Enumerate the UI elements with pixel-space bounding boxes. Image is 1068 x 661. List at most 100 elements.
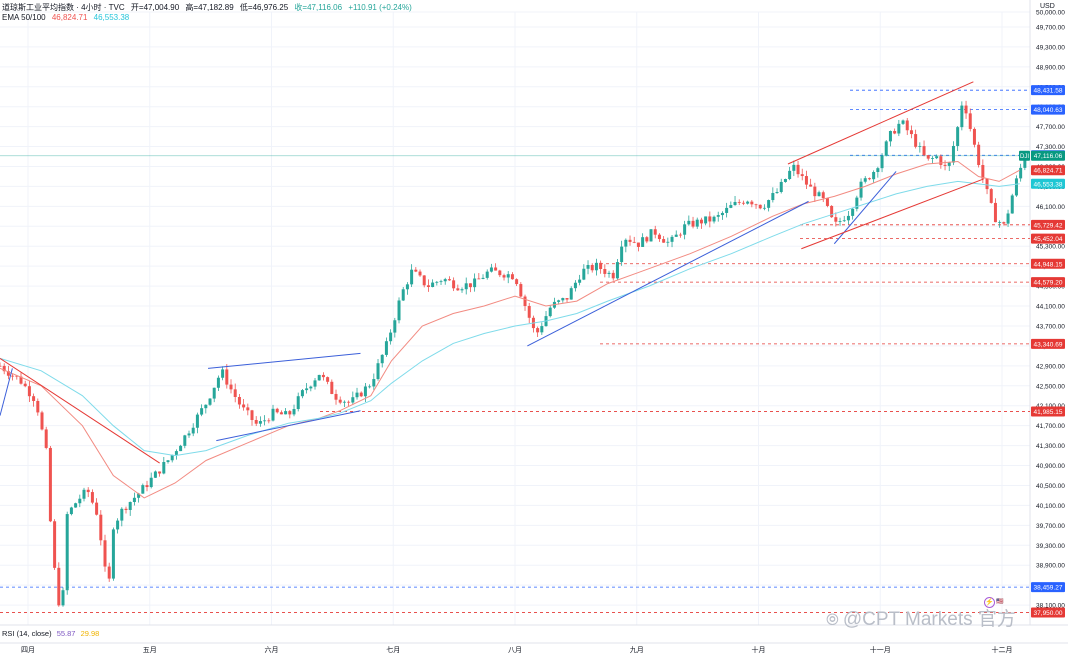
candle-body	[502, 275, 506, 278]
candle-body	[708, 216, 712, 222]
y-tick-label: 47,300.00	[1036, 144, 1065, 151]
trend-line	[216, 410, 361, 442]
trend-line	[0, 368, 13, 416]
candle-body	[368, 386, 372, 388]
candle-body	[615, 262, 619, 279]
candle-body	[216, 377, 220, 388]
candle-body	[594, 262, 598, 271]
candle-body	[237, 396, 241, 405]
price-label-box	[1031, 165, 1065, 176]
candle-body	[36, 400, 40, 413]
low-value: 低=46,976.25	[239, 3, 289, 12]
candle-body	[746, 201, 750, 204]
candle-body	[720, 212, 724, 216]
candle-body	[611, 272, 615, 279]
candle-body	[174, 451, 178, 455]
candle-body	[418, 271, 422, 276]
candle-body	[519, 284, 523, 297]
change-value: +110.91 (+0.24%)	[348, 3, 412, 12]
countdown-box	[1019, 150, 1030, 161]
candle-body	[624, 239, 628, 247]
high-value: 高=47,182.89	[185, 3, 234, 12]
price-label-box	[1031, 150, 1065, 161]
candle-body	[977, 144, 981, 166]
lightning-icon[interactable]: ⚡	[984, 597, 995, 608]
candle-body	[914, 134, 918, 147]
x-tick-label: 九月	[630, 645, 644, 654]
candle-body	[687, 220, 691, 225]
candle-body	[279, 412, 283, 415]
candle-body	[225, 369, 229, 385]
candle-body	[809, 184, 813, 187]
wechat-icon: ⦾	[826, 612, 839, 629]
candle-body	[586, 265, 590, 269]
candle-body	[389, 332, 393, 342]
candle-body	[842, 220, 846, 222]
candle-body	[527, 306, 531, 318]
price-label-text: 41,985.15	[1034, 409, 1063, 416]
candle-body	[254, 419, 258, 424]
y-tick-label: 40,100.00	[1036, 503, 1065, 510]
candle-body	[204, 404, 208, 409]
candle-body	[393, 320, 397, 333]
candle-body	[725, 207, 729, 213]
candle-body	[1019, 167, 1023, 179]
rsi-legend: RSI (14, close) 55.87 29.98	[2, 629, 102, 638]
candle-body	[662, 239, 666, 243]
candle-body	[599, 262, 603, 270]
price-label-box	[1031, 85, 1065, 96]
y-tick-label: 48,900.00	[1036, 64, 1065, 71]
candle-body	[922, 146, 926, 156]
candle-body	[300, 390, 304, 397]
candle-body	[0, 365, 2, 367]
candle-body	[641, 237, 645, 247]
candle-body	[431, 282, 435, 288]
x-tick-label: 八月	[508, 646, 522, 654]
candle-body	[246, 407, 250, 411]
ema-label[interactable]: EMA 50/100	[2, 13, 46, 22]
candle-body	[57, 567, 61, 606]
candle-body	[27, 386, 31, 397]
candle-body	[2, 365, 6, 372]
candle-body	[573, 282, 577, 289]
candle-body	[607, 272, 611, 274]
candle-body	[456, 288, 460, 291]
candle-body	[930, 158, 934, 159]
candle-body	[44, 429, 48, 448]
candle-body	[11, 375, 15, 377]
candle-body	[447, 279, 451, 281]
candle-body	[943, 164, 947, 166]
candle-body	[989, 189, 993, 203]
trend-line	[527, 200, 809, 347]
candle-body	[893, 131, 897, 134]
y-tick-label: 44,100.00	[1036, 304, 1065, 311]
candle-body	[187, 433, 191, 436]
symbol-title[interactable]: 道琼斯工业平均指数 · 4小时 · TVC	[2, 3, 125, 12]
candle-body	[65, 514, 69, 591]
candle-body	[48, 447, 52, 522]
candle-body	[145, 485, 149, 488]
trend-line	[0, 357, 160, 464]
candle-body	[263, 420, 267, 422]
candle-body	[653, 229, 657, 235]
candle-body	[729, 205, 733, 208]
ema-legend: EMA 50/100 46,824.71 46,553.38	[2, 13, 133, 22]
candle-body	[561, 298, 565, 301]
candle-body	[82, 489, 86, 499]
candle-body	[510, 274, 514, 280]
close-value: 收=47,116.06	[294, 3, 343, 12]
candle-body	[851, 208, 855, 216]
candle-body	[212, 387, 216, 399]
candle-body	[678, 234, 682, 236]
candle-body	[951, 145, 955, 163]
flag-icon[interactable]: 🇺🇸	[996, 599, 1004, 605]
candle-body	[846, 215, 850, 221]
candle-body	[141, 485, 145, 494]
candle-body	[103, 540, 107, 567]
candle-body	[872, 171, 876, 180]
rsi-label[interactable]: RSI (14, close)	[2, 629, 52, 638]
candle-body	[149, 477, 153, 488]
y-tick-label: 43,700.00	[1036, 323, 1065, 330]
candle-body	[111, 529, 115, 579]
